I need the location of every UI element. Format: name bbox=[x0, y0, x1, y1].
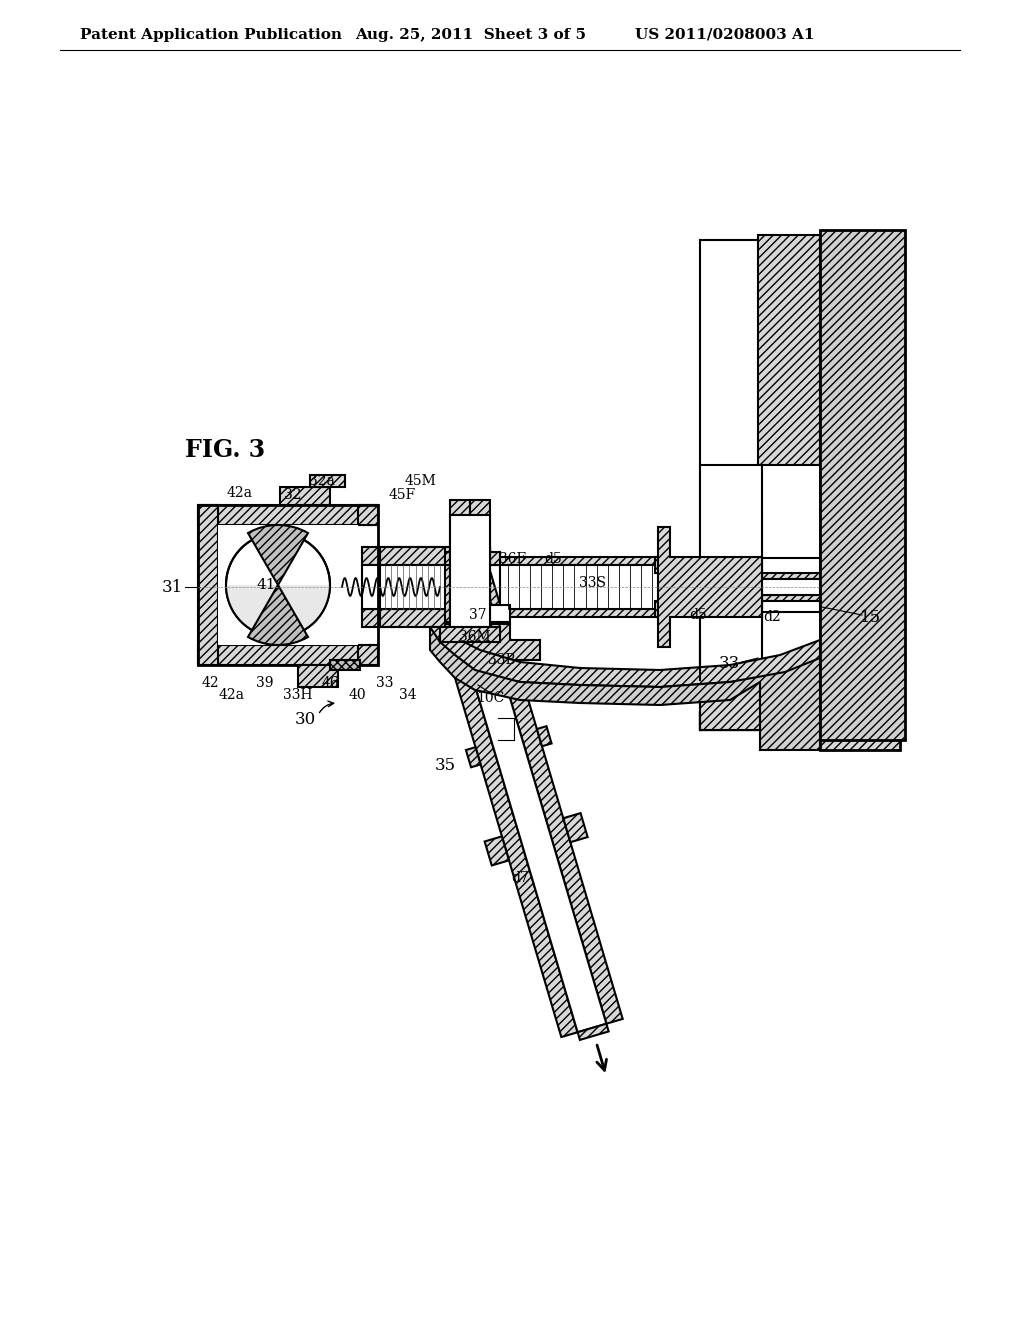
Text: FIG. 3: FIG. 3 bbox=[185, 438, 265, 462]
Polygon shape bbox=[700, 680, 770, 711]
Text: 30: 30 bbox=[294, 711, 315, 729]
Polygon shape bbox=[474, 573, 623, 1024]
Polygon shape bbox=[660, 557, 762, 573]
Text: 10C: 10C bbox=[476, 690, 504, 705]
Text: 45M: 45M bbox=[404, 474, 436, 488]
Text: 39: 39 bbox=[256, 676, 273, 690]
Polygon shape bbox=[700, 465, 762, 680]
Text: 46: 46 bbox=[322, 676, 339, 690]
Text: 33: 33 bbox=[719, 656, 740, 672]
Polygon shape bbox=[440, 627, 500, 642]
Polygon shape bbox=[362, 609, 490, 627]
Text: 36F: 36F bbox=[500, 552, 526, 566]
Polygon shape bbox=[660, 573, 762, 601]
Polygon shape bbox=[198, 506, 218, 665]
Polygon shape bbox=[700, 680, 820, 730]
Polygon shape bbox=[466, 747, 480, 767]
Polygon shape bbox=[430, 627, 820, 750]
Polygon shape bbox=[380, 546, 445, 565]
Polygon shape bbox=[700, 680, 820, 730]
Text: 45F: 45F bbox=[388, 488, 416, 502]
Polygon shape bbox=[700, 680, 820, 730]
Polygon shape bbox=[380, 565, 445, 609]
Polygon shape bbox=[380, 609, 445, 627]
Polygon shape bbox=[450, 500, 470, 627]
Polygon shape bbox=[563, 813, 588, 842]
Text: 32a: 32a bbox=[309, 474, 335, 488]
Polygon shape bbox=[500, 565, 660, 609]
Polygon shape bbox=[218, 525, 358, 645]
Polygon shape bbox=[445, 578, 606, 1032]
Polygon shape bbox=[358, 506, 378, 525]
Polygon shape bbox=[484, 837, 509, 866]
Text: 33H: 33H bbox=[284, 688, 312, 702]
Text: Patent Application Publication: Patent Application Publication bbox=[80, 28, 342, 42]
Polygon shape bbox=[655, 557, 668, 573]
Polygon shape bbox=[820, 230, 905, 741]
Polygon shape bbox=[490, 546, 500, 565]
Text: 42a: 42a bbox=[227, 486, 253, 500]
Polygon shape bbox=[762, 573, 820, 579]
Text: 15: 15 bbox=[859, 609, 881, 626]
Text: d7: d7 bbox=[511, 871, 529, 884]
Polygon shape bbox=[440, 624, 540, 660]
Text: 41: 41 bbox=[256, 578, 275, 591]
Polygon shape bbox=[330, 660, 360, 671]
Polygon shape bbox=[500, 609, 660, 616]
Text: 33S: 33S bbox=[579, 576, 605, 590]
Polygon shape bbox=[429, 586, 578, 1038]
Text: 42: 42 bbox=[201, 676, 219, 690]
Polygon shape bbox=[660, 601, 762, 616]
Polygon shape bbox=[430, 627, 820, 686]
Text: US 2011/0208003 A1: US 2011/0208003 A1 bbox=[635, 28, 814, 42]
Polygon shape bbox=[700, 240, 820, 680]
Text: 37: 37 bbox=[469, 609, 486, 622]
Text: d5: d5 bbox=[544, 552, 562, 566]
Polygon shape bbox=[362, 546, 490, 565]
Polygon shape bbox=[460, 605, 510, 622]
Polygon shape bbox=[537, 726, 552, 746]
Polygon shape bbox=[280, 487, 330, 506]
Text: 32: 32 bbox=[285, 488, 302, 502]
Polygon shape bbox=[310, 475, 345, 487]
Polygon shape bbox=[500, 557, 660, 565]
Polygon shape bbox=[430, 552, 500, 565]
Polygon shape bbox=[358, 645, 378, 665]
Polygon shape bbox=[198, 506, 378, 525]
Polygon shape bbox=[298, 665, 338, 686]
Polygon shape bbox=[578, 1024, 608, 1040]
Polygon shape bbox=[658, 527, 762, 647]
Text: Aug. 25, 2011  Sheet 3 of 5: Aug. 25, 2011 Sheet 3 of 5 bbox=[355, 28, 586, 42]
Polygon shape bbox=[450, 515, 490, 627]
Polygon shape bbox=[198, 645, 378, 665]
Text: 34: 34 bbox=[399, 688, 417, 702]
Polygon shape bbox=[700, 680, 820, 730]
Polygon shape bbox=[490, 609, 500, 627]
Polygon shape bbox=[762, 595, 820, 601]
Text: 36M: 36M bbox=[459, 630, 490, 644]
Polygon shape bbox=[440, 565, 492, 622]
Polygon shape bbox=[762, 579, 820, 595]
Polygon shape bbox=[470, 500, 490, 627]
Circle shape bbox=[226, 533, 330, 638]
Bar bbox=[198, 506, 378, 665]
Polygon shape bbox=[362, 565, 490, 609]
Polygon shape bbox=[758, 235, 820, 465]
Polygon shape bbox=[655, 601, 668, 616]
Text: 31: 31 bbox=[162, 578, 183, 595]
Text: 33B: 33B bbox=[488, 653, 516, 667]
Wedge shape bbox=[248, 585, 308, 645]
Wedge shape bbox=[226, 585, 330, 638]
Text: 33: 33 bbox=[376, 676, 394, 690]
Text: 42a: 42a bbox=[219, 688, 245, 702]
Text: 40: 40 bbox=[348, 688, 366, 702]
Text: 35: 35 bbox=[434, 756, 456, 774]
Text: d5: d5 bbox=[689, 609, 707, 622]
Text: d2: d2 bbox=[763, 610, 781, 624]
Wedge shape bbox=[248, 525, 308, 585]
Polygon shape bbox=[820, 240, 900, 750]
